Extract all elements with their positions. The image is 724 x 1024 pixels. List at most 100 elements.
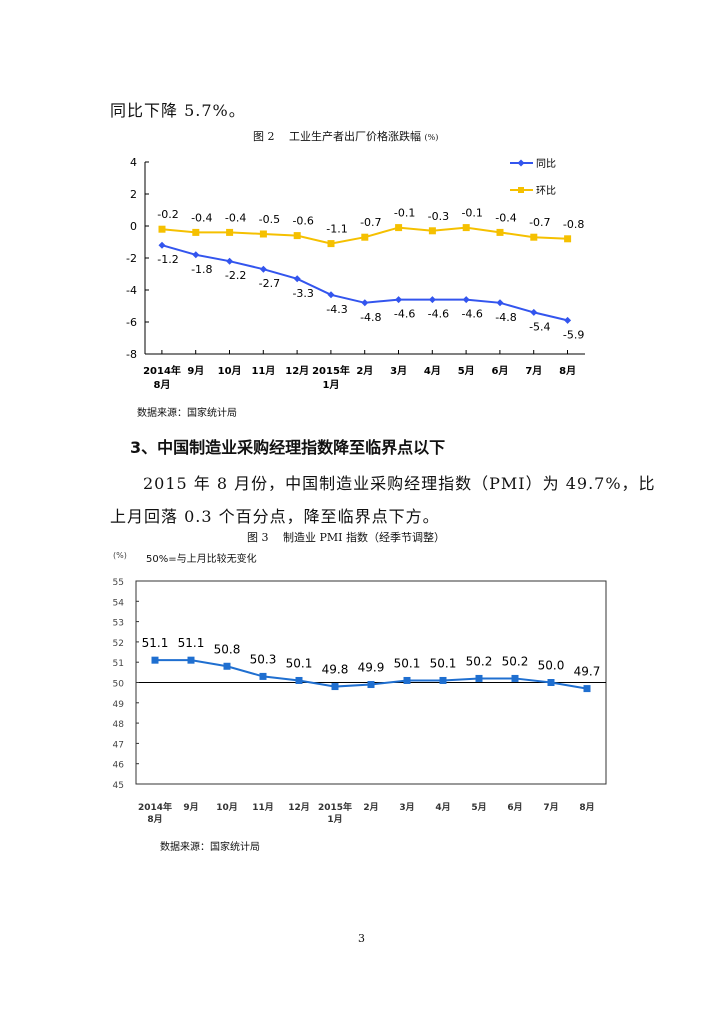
data-point (226, 257, 234, 265)
data-label: -0.4 (191, 211, 212, 224)
data-point (530, 233, 538, 241)
y-tick-label: 51 (113, 659, 124, 669)
data-label: 50.8 (214, 642, 241, 656)
data-label: -0.7 (529, 216, 550, 229)
x-tick-label: 3月 (399, 802, 414, 813)
data-point (327, 291, 335, 299)
data-point (293, 275, 301, 283)
y-tick-label: 52 (113, 639, 124, 649)
x-tick-label: 5月 (458, 365, 475, 377)
data-point (361, 299, 369, 307)
data-point (583, 685, 591, 693)
data-label: 50.2 (466, 654, 493, 668)
data-label: -1.8 (191, 263, 212, 276)
x-tick-label: 7月 (543, 802, 558, 813)
data-label: -0.2 (157, 208, 178, 221)
data-label: 49.8 (322, 663, 349, 677)
data-point (226, 228, 234, 236)
data-label: -4.8 (495, 311, 516, 324)
x-tick-label: 11月 (251, 365, 275, 377)
paragraph-line-1: 2015 年 8 月份，中国制造业采购经理指数（PMI）为 49.7%，比 (143, 474, 656, 493)
chart-3-annotation: 50%=与上月比较无变化 (146, 554, 257, 565)
data-point (295, 676, 303, 684)
section-heading: 3、中国制造业采购经理指数降至临界点以下 (130, 438, 446, 457)
data-label: -4.6 (461, 308, 482, 321)
data-point (187, 656, 195, 664)
data-label: 49.9 (358, 661, 385, 675)
data-point (158, 225, 166, 233)
x-tick-label: 4月 (435, 802, 450, 813)
data-point (439, 676, 447, 684)
x-tick-label: 2月 (356, 365, 373, 377)
data-label: -4.3 (326, 303, 347, 316)
x-tick-label: 12月 (285, 365, 309, 377)
x-tick-label: 11月 (252, 802, 274, 813)
data-label: 51.1 (178, 636, 205, 650)
data-point (259, 265, 267, 273)
data-label: -4.6 (428, 308, 449, 321)
data-label: 49.7 (574, 665, 601, 679)
data-label: -1.2 (157, 253, 178, 266)
data-label: 50.0 (538, 659, 565, 673)
data-point (151, 656, 159, 664)
y-tick-label: 50 (113, 680, 125, 690)
data-point (223, 662, 231, 670)
data-label: -0.4 (225, 211, 246, 224)
y-tick-label: 47 (113, 740, 124, 750)
chart-3-source: 数据来源：国家统计局 (160, 842, 260, 853)
y-tick-label: 0 (130, 220, 137, 233)
data-label: -0.7 (360, 216, 381, 229)
y-tick-label: 55 (113, 578, 124, 588)
data-label: 50.2 (502, 654, 529, 668)
data-point (462, 296, 470, 304)
y-tick-label: -8 (126, 348, 137, 361)
data-label: -4.8 (360, 311, 381, 324)
data-point (462, 224, 470, 232)
data-label: -2.7 (259, 277, 280, 290)
y-tick-label: 46 (113, 761, 125, 771)
data-point (395, 296, 403, 304)
legend-marker (517, 159, 525, 167)
x-tick-label: 2014年 (143, 364, 181, 377)
data-point (428, 296, 436, 304)
x-tick-label: 2015年 (312, 364, 350, 377)
data-point (475, 674, 483, 682)
data-point (564, 235, 572, 243)
x-tick-label-line2: 8月 (147, 814, 162, 825)
data-point (259, 230, 267, 238)
data-label: -5.4 (529, 320, 550, 333)
x-tick-label: 8月 (579, 802, 594, 813)
data-label: 50.1 (394, 656, 421, 670)
chart-3-unit: (%) (113, 551, 127, 560)
x-tick-label-line2: 8月 (154, 379, 171, 391)
y-tick-label: -2 (126, 252, 137, 265)
y-tick-label: 45 (113, 781, 124, 791)
data-label: -1.1 (326, 223, 347, 236)
data-label: -0.3 (428, 210, 449, 223)
x-tick-label-line2: 1月 (327, 814, 342, 825)
chart-2-title-text: 图 2 工业生产者出厂价格涨跌幅 (253, 130, 421, 143)
x-tick-label: 3月 (390, 365, 407, 377)
chart-3-title: 图 3 制造业 PMI 指数（经季节调整） (247, 531, 445, 544)
paragraph-line-2: 上月回落 0.3 个百分点，降至临界点下方。 (110, 507, 440, 526)
x-tick-label: 2014年 (138, 801, 172, 813)
data-point (496, 299, 504, 307)
data-point (403, 676, 411, 684)
x-tick-label: 7月 (525, 365, 542, 377)
data-point (327, 240, 335, 248)
legend-marker (518, 187, 524, 193)
data-label: 50.3 (250, 652, 277, 666)
y-tick-label: 2 (130, 188, 137, 201)
x-tick-label: 10月 (218, 365, 242, 377)
data-label: -4.6 (394, 308, 415, 321)
data-label: -0.1 (461, 207, 482, 220)
data-point (158, 241, 166, 249)
legend-label: 同比 (536, 158, 556, 170)
data-point (192, 251, 200, 259)
x-tick-label: 5月 (471, 802, 486, 813)
chart-2-source: 数据来源：国家统计局 (137, 408, 237, 419)
y-tick-label: 53 (113, 619, 124, 629)
x-tick-label: 6月 (507, 802, 522, 813)
data-point (564, 316, 572, 324)
